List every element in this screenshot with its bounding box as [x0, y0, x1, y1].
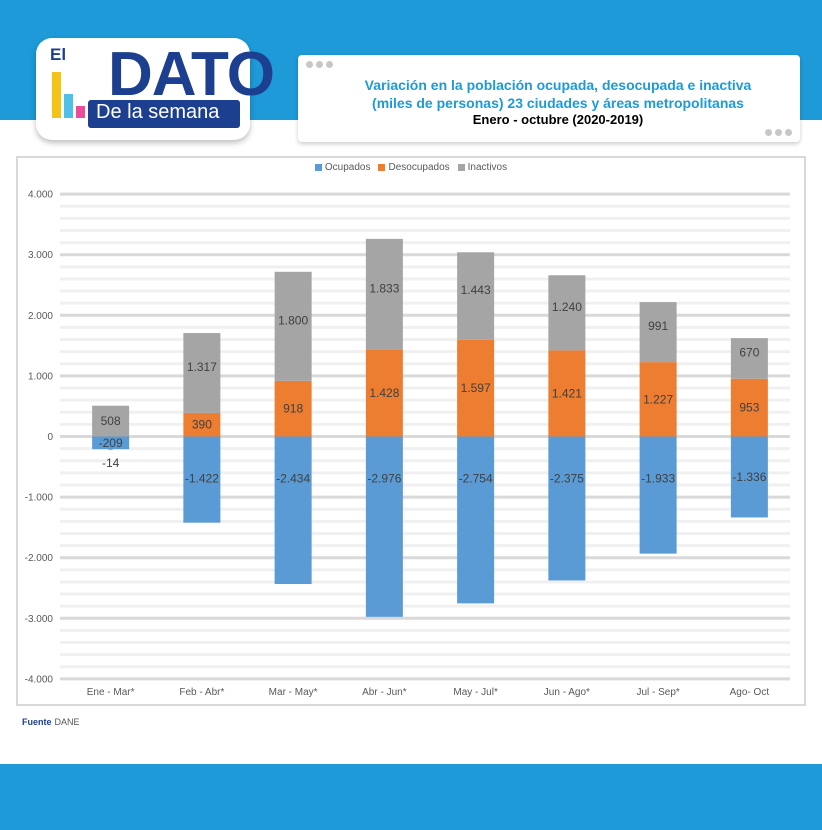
logo-bar-yellow: [52, 72, 61, 118]
x-tick-label: Feb - Abr*: [179, 687, 224, 698]
data-label-ocupados: -2.754: [459, 472, 493, 486]
y-tick-label: 1.000: [28, 371, 53, 382]
bar-desocupados: [274, 380, 312, 437]
logo-el-text: El: [50, 45, 67, 64]
y-tick-label: -3.000: [25, 614, 54, 625]
y-tick-label: 0: [47, 432, 53, 443]
data-label-desocupados: 953: [739, 401, 759, 415]
x-tick-label: Jul - Sep*: [636, 687, 679, 698]
data-label-inactivos: 670: [739, 345, 759, 359]
x-tick-label: Ene - Mar*: [87, 687, 135, 698]
data-label-ocupados: -1.933: [641, 472, 675, 486]
data-label-ocupados: -2.434: [276, 472, 310, 486]
chart-title-line2: (miles de personas) 23 ciudades y áreas …: [372, 95, 744, 111]
legend-item-inactivos: Inactivos: [457, 162, 508, 173]
logo-subtitle: De la semana: [96, 101, 220, 123]
data-label-inactivos: 508: [101, 414, 121, 428]
bar-ocupados: [183, 436, 221, 523]
dots-icon: [306, 61, 333, 68]
data-label-desocupados: 1.597: [461, 381, 491, 395]
bar-ocupados: [457, 436, 495, 604]
bar-inactivos: [457, 252, 495, 340]
chart-title-line1: Variación en la población ocupada, desoc…: [364, 77, 752, 93]
data-label-desocupados: 918: [283, 402, 303, 416]
logo-bar-cyan: [64, 94, 73, 118]
bar-desocupados: [639, 362, 677, 437]
data-label-desocupados: -14: [102, 456, 120, 470]
bar-desocupados: [457, 339, 495, 437]
legend-swatch-inactivos: [457, 164, 465, 171]
chart-title-line3: Enero - octubre (2020-2019): [472, 112, 644, 127]
data-label-inactivos: 991: [648, 319, 668, 333]
bar-desocupados: [365, 349, 403, 437]
legend-label-desocupados: Desocupados: [388, 162, 450, 173]
bar-desocupados: [183, 412, 221, 437]
x-tick-label: Abr - Jun*: [362, 687, 407, 698]
bar-ocupados: [548, 436, 586, 581]
data-label-ocupados: -2.375: [550, 472, 584, 486]
bar-inactivos: [730, 338, 768, 379]
y-tick-label: -4.000: [25, 674, 54, 685]
data-label-desocupados: 1.421: [552, 386, 582, 400]
y-tick-label: -1.000: [25, 493, 54, 504]
data-label-inactivos: 1.833: [369, 281, 399, 295]
legend-label-inactivos: Inactivos: [467, 162, 508, 173]
y-tick-label: -2.000: [25, 553, 54, 564]
legend-item-desocupados: Desocupados: [378, 162, 450, 173]
logo-strip: [88, 100, 240, 128]
bottom-banner: [0, 764, 822, 830]
data-label-ocupados: -2.976: [367, 472, 401, 486]
y-tick-label: 3.000: [28, 250, 53, 261]
y-tick-label: 2.000: [28, 311, 53, 322]
data-label-desocupados: 390: [192, 418, 212, 432]
bar-inactivos: [365, 238, 403, 350]
bar-ocupados: [730, 436, 768, 518]
bar-inactivos: [274, 271, 312, 381]
x-tick-label: Jun - Ago*: [544, 687, 590, 698]
chart-legend: Ocupados Desocupados Inactivos: [0, 162, 822, 173]
data-label-ocupados: -1.422: [185, 472, 219, 486]
bar-ocupados: [92, 436, 130, 450]
data-label-inactivos: 1.800: [278, 313, 308, 327]
bar-inactivos: [639, 302, 677, 363]
x-tick-label: Mar - May*: [269, 687, 318, 698]
data-label-inactivos: 1.317: [187, 360, 217, 374]
bar-desocupados: [108, 449, 113, 451]
data-label-ocupados: -1.336: [732, 470, 766, 484]
bar-ocupados: [639, 436, 677, 554]
title-card: Variación en la población ocupada, desoc…: [298, 55, 800, 142]
data-label-inactivos: 1.443: [461, 283, 491, 297]
dots-icon: [765, 129, 792, 136]
data-label-desocupados: 1.428: [369, 386, 399, 400]
data-label-inactivos: 1.240: [552, 300, 582, 314]
data-label-ocupados: -209: [99, 436, 123, 450]
legend-item-ocupados: Ocupados: [314, 162, 371, 173]
source-note: Fuente DANE: [22, 717, 80, 727]
bar-inactivos: [548, 275, 586, 351]
logo-bar-pink: [76, 106, 85, 118]
data-label-desocupados: 1.227: [643, 392, 673, 406]
source-label: Fuente: [22, 717, 52, 727]
bar-desocupados: [548, 350, 586, 437]
bar-inactivos: [92, 405, 130, 437]
logo-dato-text: DATO: [108, 40, 275, 109]
x-tick-label: Ago- Oct: [730, 687, 770, 698]
x-tick-label: May - Jul*: [453, 687, 498, 698]
bar-ocupados: [274, 436, 312, 585]
bar-inactivos: [183, 333, 221, 413]
legend-swatch-ocupados: [314, 164, 322, 171]
bar-desocupados: [730, 378, 768, 437]
source-value: DANE: [54, 717, 80, 727]
logo: El DATO De la semana: [36, 38, 275, 140]
legend-label-ocupados: Ocupados: [324, 162, 371, 173]
y-tick-label: 4.000: [28, 190, 53, 201]
legend-swatch-desocupados: [378, 164, 386, 171]
bar-ocupados: [365, 436, 403, 617]
